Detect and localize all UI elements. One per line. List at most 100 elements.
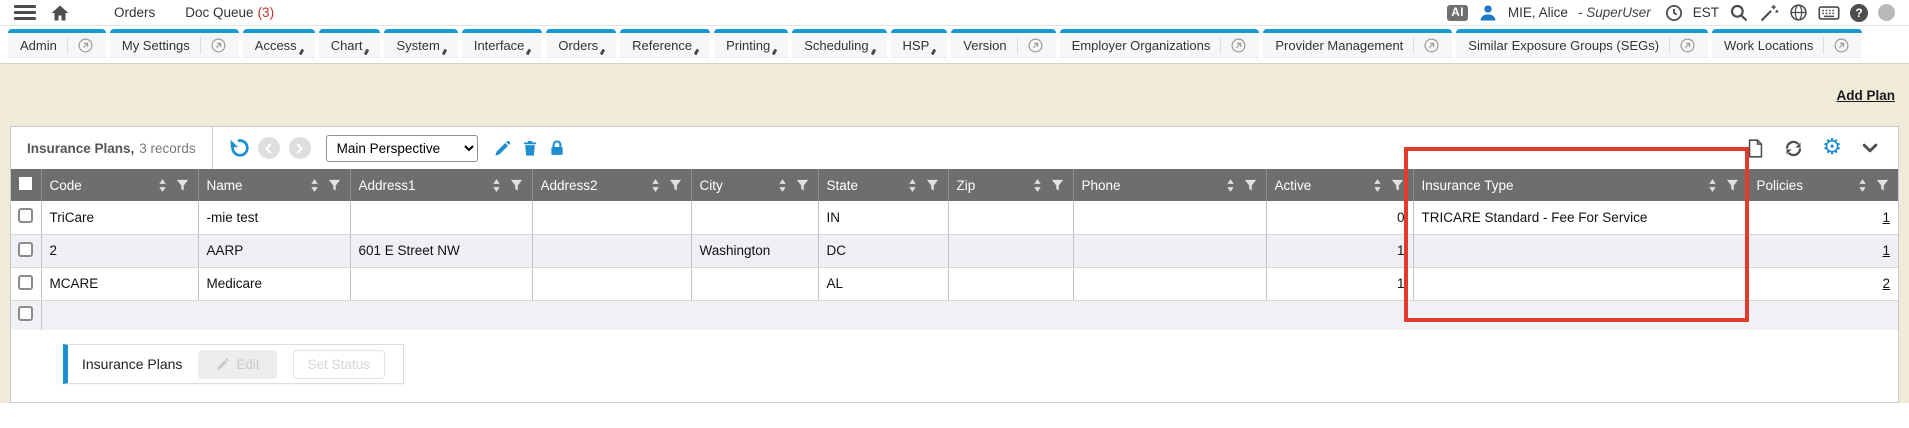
- filter-icon[interactable]: [509, 178, 524, 193]
- sort-icon[interactable]: [1706, 178, 1719, 193]
- sort-icon[interactable]: [1224, 178, 1237, 193]
- ai-badge[interactable]: AI: [1447, 4, 1468, 21]
- cell-address2: [532, 201, 692, 235]
- tab-employer-organizations[interactable]: Employer Organizations: [1059, 29, 1260, 58]
- wand-icon[interactable]: [1759, 3, 1779, 23]
- column-header-code[interactable]: Code: [41, 169, 199, 201]
- tab-scheduling[interactable]: Scheduling: [792, 29, 887, 58]
- filter-icon[interactable]: [327, 178, 342, 193]
- sort-icon[interactable]: [308, 178, 321, 193]
- column-header-insurance-type[interactable]: Insurance Type: [1413, 169, 1749, 201]
- policies-link[interactable]: 2: [1882, 276, 1890, 291]
- row-checkbox[interactable]: [18, 274, 34, 290]
- user-name[interactable]: MIE, Alice: [1507, 5, 1568, 20]
- popup-arrow-icon[interactable]: [1220, 37, 1247, 54]
- tab-interface[interactable]: Interface: [461, 29, 543, 58]
- popup-arrow-icon[interactable]: [66, 37, 94, 54]
- cell-name: -mie test: [198, 201, 351, 235]
- cell-insurance-type: [1413, 267, 1749, 301]
- sort-icon[interactable]: [776, 178, 789, 193]
- undo-icon[interactable]: [227, 137, 249, 159]
- edit-perspective-icon[interactable]: [493, 139, 512, 158]
- column-header-address1[interactable]: Address1: [350, 169, 533, 201]
- tab-hsp[interactable]: HSP: [890, 29, 948, 58]
- keyboard-icon[interactable]: [1818, 4, 1840, 22]
- tab-access[interactable]: Access: [242, 29, 315, 58]
- tab-orders[interactable]: Orders: [546, 29, 617, 58]
- refresh-icon[interactable]: [1783, 138, 1804, 159]
- cell-address1: [350, 267, 533, 301]
- cell-name: AARP: [198, 234, 351, 268]
- popup-arrow-icon[interactable]: [199, 37, 227, 54]
- search-icon[interactable]: [1729, 3, 1749, 23]
- tab-label: System: [396, 38, 440, 53]
- sort-icon[interactable]: [1856, 178, 1869, 193]
- sort-icon[interactable]: [649, 178, 662, 193]
- edit-button[interactable]: Edit: [198, 349, 277, 379]
- filter-icon[interactable]: [795, 178, 810, 193]
- add-plan-link[interactable]: Add Plan: [1836, 87, 1895, 103]
- column-header-phone[interactable]: Phone: [1073, 169, 1267, 201]
- nav-orders[interactable]: Orders: [114, 5, 156, 20]
- column-header-policies[interactable]: Policies: [1748, 169, 1898, 201]
- popup-arrow-icon[interactable]: [1823, 37, 1850, 54]
- nav-doc-queue[interactable]: Doc Queue (3): [185, 5, 274, 20]
- sort-icon[interactable]: [1031, 178, 1044, 193]
- set-status-button[interactable]: Set Status: [292, 349, 385, 379]
- tab-my-settings[interactable]: My Settings: [109, 29, 239, 58]
- filter-icon[interactable]: [1390, 178, 1405, 193]
- policies-link[interactable]: 1: [1882, 243, 1890, 258]
- column-header-city[interactable]: City: [691, 169, 819, 201]
- column-header-zip[interactable]: Zip: [948, 169, 1074, 201]
- new-document-icon[interactable]: [1746, 138, 1765, 159]
- popup-arrow-icon[interactable]: [1413, 37, 1440, 54]
- tab-chart[interactable]: Chart: [318, 29, 381, 58]
- status-circle-icon: [1878, 4, 1895, 21]
- popup-arrow-icon[interactable]: [1669, 37, 1696, 54]
- globe-icon[interactable]: [1789, 3, 1808, 22]
- tab-printing[interactable]: Printing: [714, 29, 789, 58]
- delete-perspective-icon[interactable]: [521, 139, 539, 158]
- tab-similar-exposure-groups[interactable]: Similar Exposure Groups (SEGs): [1456, 29, 1709, 58]
- clock-icon[interactable]: [1665, 4, 1683, 22]
- policies-link[interactable]: 1: [1882, 209, 1890, 225]
- sort-icon[interactable]: [490, 178, 503, 193]
- column-header-address2[interactable]: Address2: [532, 169, 692, 201]
- prev-page-button[interactable]: [257, 137, 280, 159]
- timezone-label: EST: [1692, 5, 1719, 20]
- tab-reference[interactable]: Reference: [620, 29, 711, 58]
- cell-policies: 1: [1748, 201, 1898, 235]
- next-page-button[interactable]: [288, 137, 311, 159]
- row-checkbox[interactable]: [18, 306, 34, 322]
- lock-icon[interactable]: [548, 139, 566, 158]
- sort-icon[interactable]: [156, 178, 169, 193]
- menu-icon[interactable]: [14, 5, 36, 20]
- tab-admin[interactable]: Admin: [8, 29, 106, 58]
- filter-icon[interactable]: [1243, 178, 1258, 193]
- select-all-checkbox[interactable]: [11, 169, 42, 201]
- perspective-select[interactable]: Main Perspective: [325, 134, 478, 162]
- sort-icon[interactable]: [1371, 178, 1384, 193]
- filter-icon[interactable]: [668, 178, 683, 193]
- tab-work-locations[interactable]: Work Locations: [1712, 29, 1863, 58]
- help-icon[interactable]: ?: [1850, 3, 1868, 22]
- filter-icon[interactable]: [1725, 178, 1740, 193]
- column-header-state[interactable]: State: [818, 169, 949, 201]
- filter-icon[interactable]: [1050, 178, 1065, 193]
- gear-icon[interactable]: ⚙: [1822, 135, 1842, 160]
- chevron-down-icon[interactable]: [1860, 138, 1880, 158]
- home-icon[interactable]: [50, 3, 70, 23]
- row-checkbox[interactable]: [18, 208, 34, 224]
- row-checkbox[interactable]: [18, 241, 34, 257]
- filter-icon[interactable]: [175, 178, 190, 193]
- admin-tab-bar: Admin My Settings Access Chart System In…: [0, 26, 1909, 64]
- sort-icon[interactable]: [906, 178, 919, 193]
- tab-system[interactable]: System: [384, 29, 458, 58]
- filter-icon[interactable]: [925, 178, 940, 193]
- popup-arrow-icon[interactable]: [1016, 37, 1044, 54]
- tab-provider-management[interactable]: Provider Management: [1263, 29, 1453, 58]
- column-header-active[interactable]: Active: [1266, 169, 1414, 201]
- column-header-name[interactable]: Name: [198, 169, 351, 201]
- tab-version[interactable]: Version: [951, 29, 1056, 58]
- filter-icon[interactable]: [1875, 178, 1890, 193]
